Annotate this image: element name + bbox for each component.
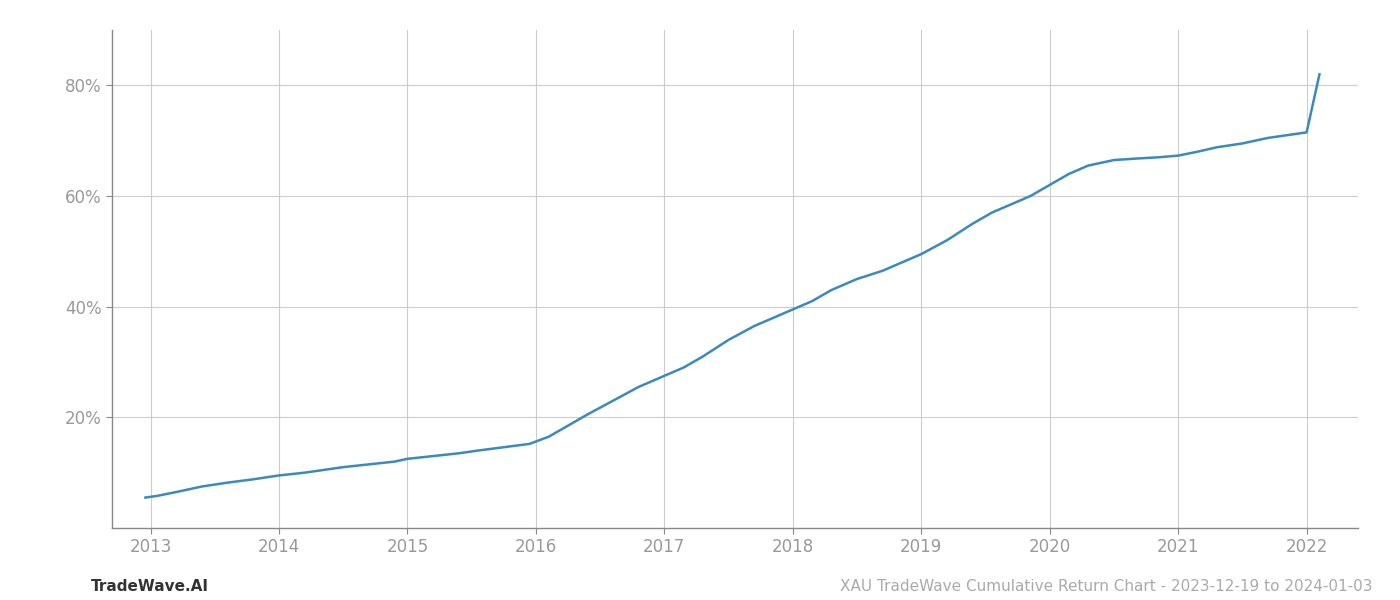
Text: TradeWave.AI: TradeWave.AI — [91, 579, 209, 594]
Text: XAU TradeWave Cumulative Return Chart - 2023-12-19 to 2024-01-03: XAU TradeWave Cumulative Return Chart - … — [840, 579, 1372, 594]
